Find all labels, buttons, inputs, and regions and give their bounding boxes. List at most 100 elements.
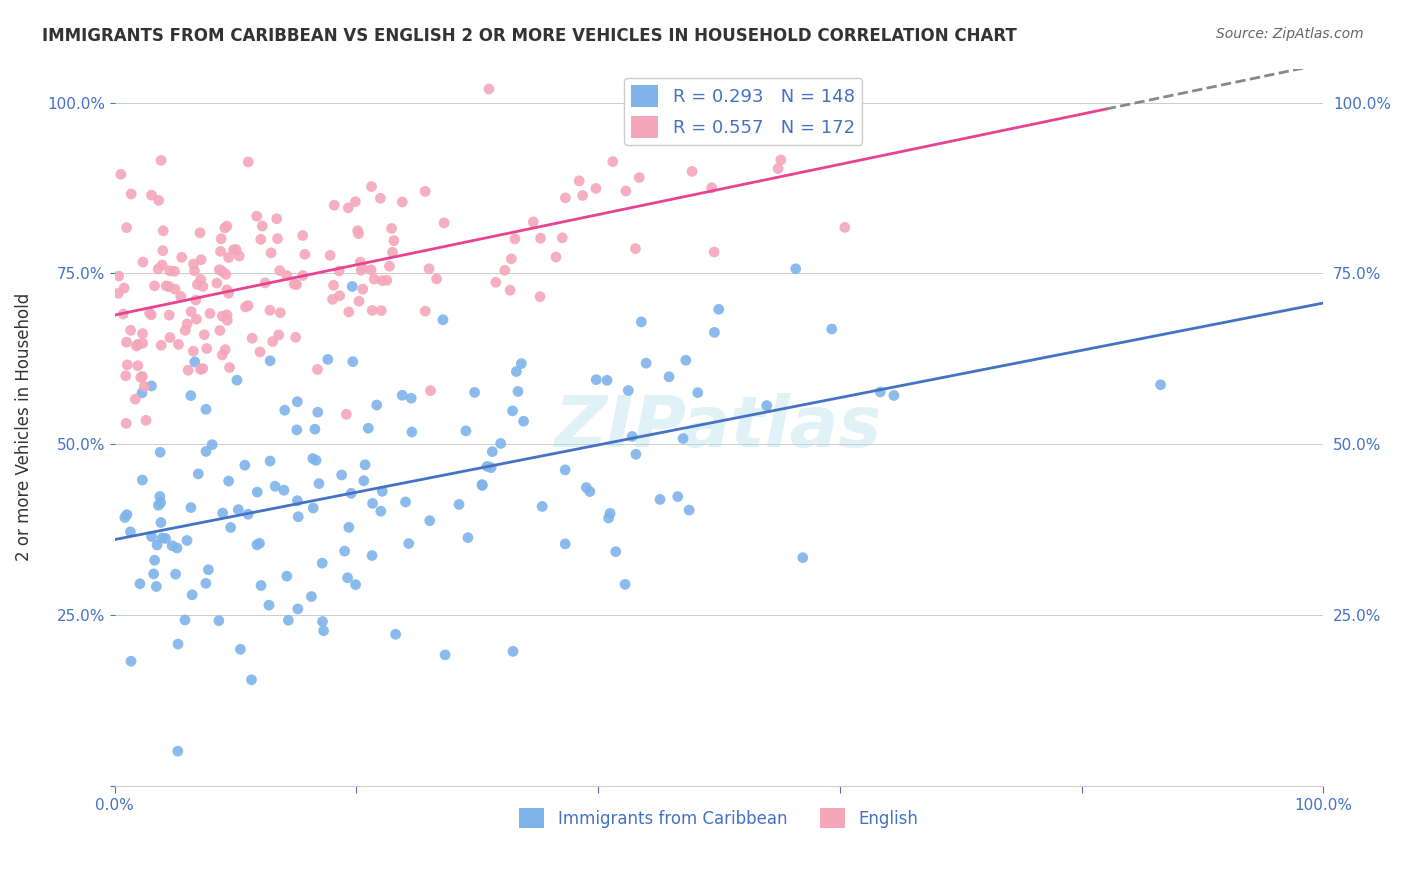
Point xyxy=(218,286,240,301)
Point xyxy=(675,353,697,368)
Point xyxy=(150,531,173,545)
Point xyxy=(370,504,392,518)
Point xyxy=(149,445,172,459)
Point xyxy=(114,368,136,383)
Point xyxy=(159,264,181,278)
Point xyxy=(115,417,138,431)
Point xyxy=(211,506,233,520)
Point xyxy=(648,492,671,507)
Point xyxy=(454,424,477,438)
Point xyxy=(554,537,576,551)
Point xyxy=(285,423,308,437)
Point xyxy=(166,541,188,555)
Point xyxy=(700,180,723,194)
Point xyxy=(170,250,193,264)
Point xyxy=(285,394,308,409)
Point xyxy=(284,330,307,344)
Point xyxy=(328,264,350,278)
Point xyxy=(494,263,516,277)
Point xyxy=(766,161,789,176)
Point xyxy=(433,216,456,230)
Point xyxy=(624,447,647,461)
Point xyxy=(299,590,322,604)
Point xyxy=(785,261,807,276)
Point xyxy=(165,567,187,582)
Point xyxy=(225,243,247,257)
Point xyxy=(287,493,309,508)
Point xyxy=(686,385,709,400)
Point xyxy=(218,251,240,265)
Point xyxy=(174,613,197,627)
Point xyxy=(302,500,325,515)
Point xyxy=(769,153,792,167)
Point xyxy=(285,277,308,292)
Point xyxy=(215,268,238,282)
Point xyxy=(391,194,413,209)
Point xyxy=(273,483,295,498)
Point xyxy=(229,642,252,657)
Point xyxy=(246,209,269,223)
Point xyxy=(240,331,263,345)
Point xyxy=(336,571,359,585)
Point xyxy=(115,508,138,522)
Point xyxy=(141,530,163,544)
Point xyxy=(148,498,170,512)
Point xyxy=(131,336,153,351)
Point xyxy=(347,294,370,309)
Point xyxy=(506,384,529,399)
Point xyxy=(120,654,142,668)
Point xyxy=(350,263,373,277)
Point xyxy=(127,337,149,351)
Point xyxy=(143,278,166,293)
Point xyxy=(316,352,339,367)
Point xyxy=(222,243,245,257)
Point xyxy=(163,282,186,296)
Point xyxy=(340,486,363,500)
Point xyxy=(142,566,165,581)
Point xyxy=(330,467,353,482)
Point xyxy=(707,302,730,317)
Point xyxy=(149,516,172,530)
Point xyxy=(148,194,170,208)
Point xyxy=(195,342,218,356)
Point xyxy=(381,245,404,260)
Point xyxy=(529,290,551,304)
Point xyxy=(554,191,576,205)
Point xyxy=(512,414,534,428)
Point xyxy=(152,224,174,238)
Point xyxy=(262,334,284,349)
Point xyxy=(371,274,394,288)
Point xyxy=(246,485,269,500)
Point xyxy=(505,365,527,379)
Point xyxy=(311,615,333,629)
Point xyxy=(190,252,212,267)
Point xyxy=(166,744,188,758)
Point xyxy=(349,255,371,269)
Point xyxy=(614,577,637,591)
Point xyxy=(167,637,190,651)
Point xyxy=(883,388,905,402)
Point xyxy=(107,269,129,284)
Point xyxy=(481,444,503,458)
Point xyxy=(413,185,436,199)
Point xyxy=(510,357,533,371)
Point xyxy=(681,164,703,178)
Text: IMMIGRANTS FROM CARIBBEAN VS ENGLISH 2 OR MORE VEHICLES IN HOUSEHOLD CORRELATION: IMMIGRANTS FROM CARIBBEAN VS ENGLISH 2 O… xyxy=(42,27,1017,45)
Point xyxy=(360,263,382,277)
Point xyxy=(672,107,695,121)
Point xyxy=(208,614,231,628)
Point xyxy=(157,308,180,322)
Point xyxy=(457,531,479,545)
Point xyxy=(146,538,169,552)
Point xyxy=(575,481,598,495)
Text: ZIPatlas: ZIPatlas xyxy=(555,392,883,462)
Point xyxy=(246,538,269,552)
Point xyxy=(134,379,156,393)
Point xyxy=(208,262,231,277)
Point xyxy=(418,261,440,276)
Point xyxy=(148,262,170,277)
Point xyxy=(159,330,181,344)
Point xyxy=(276,569,298,583)
Point xyxy=(226,373,249,387)
Point xyxy=(163,264,186,278)
